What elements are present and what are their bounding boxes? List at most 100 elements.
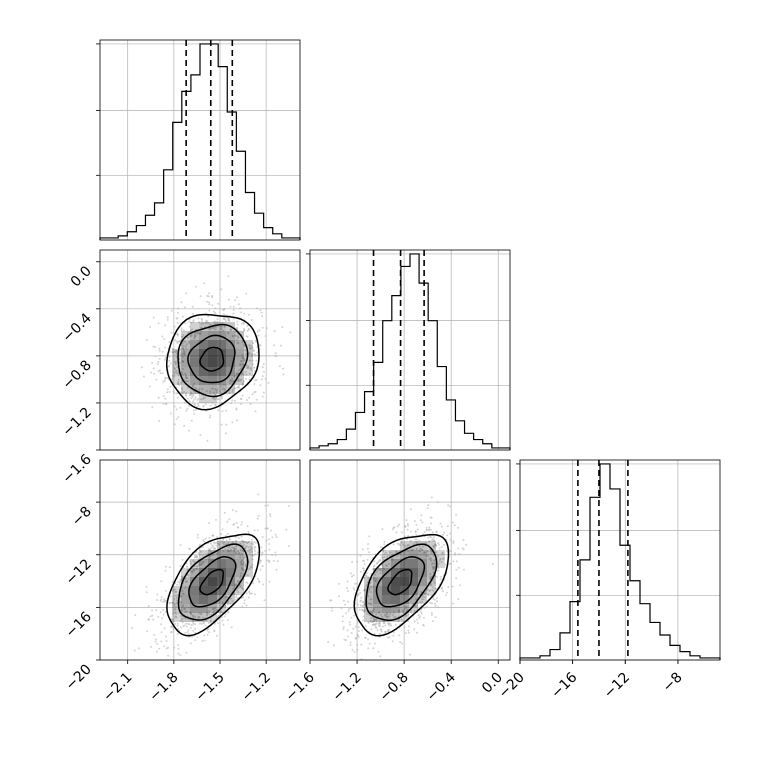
scatter-point [231,541,234,544]
scatter-point [173,646,176,649]
scatter-point [220,610,222,613]
scatter-point [152,618,155,621]
density-cell [217,550,226,559]
scatter-point [437,542,440,545]
scatter-point [163,379,166,382]
scatter-point [235,596,238,599]
scatter-point [375,620,378,623]
scatter-point [262,583,265,586]
scatter-param3-vs-param2 [309,459,511,661]
contour-line [177,323,249,398]
scatter-point [416,604,419,607]
density-cell [172,367,181,376]
scatter-point [465,543,468,546]
scatter-frame [99,249,301,451]
scatter-point [450,540,453,543]
density-cell [427,559,436,568]
scatter-point [181,354,184,357]
scatter-point [184,610,187,613]
scatter-point [248,567,251,570]
scatter-point [413,628,416,631]
scatter-point [207,315,210,318]
scatter-point [191,312,194,315]
scatter-point [234,548,237,550]
scatter-point [352,574,355,577]
scatter-point [390,624,393,627]
scatter-point [427,504,430,507]
scatter-point [244,563,247,566]
scatter-point [402,543,405,546]
scatter-point [341,620,344,623]
scatter-point [404,605,407,608]
density-cell [181,376,190,385]
scatter-point [163,338,166,340]
scatter-point [248,372,251,375]
scatter-point [260,554,263,557]
scatter-point [153,372,156,375]
scatter-point [222,329,225,332]
scatter-point [164,324,167,327]
scatter-point [203,639,206,642]
scatter-point [163,358,166,361]
scatter-point [364,636,367,639]
scatter-point [164,403,167,405]
scatter-point [236,296,238,299]
scatter-point [166,391,169,394]
scatter-point [181,315,184,318]
scatter-point [197,317,200,320]
scatter-point [354,582,357,585]
scatter-point [198,561,201,564]
scatter-point [235,583,238,586]
scatter-point [185,380,188,383]
scatter-point [366,547,369,550]
scatter-point [234,536,237,539]
scatter-point [231,377,234,380]
scatter-point [416,541,418,544]
scatter-point [190,624,193,627]
scatter-point [253,529,256,532]
scatter-point [251,554,254,557]
scatter-point [244,377,247,380]
scatter-point [154,640,157,643]
scatter-point [347,635,350,638]
scatter-point [188,547,191,550]
scatter-point [234,335,237,338]
scatter-point [224,548,227,551]
scatter-point [433,581,436,584]
scatter-point [222,539,225,541]
density-cell [190,586,199,595]
scatter-point [161,372,164,375]
scatter-point [250,367,253,370]
scatter-point [226,548,229,551]
scatter-point [249,347,252,350]
scatter-point [231,399,234,402]
density-cell [172,586,181,595]
scatter-point [372,608,375,610]
scatter-point [232,547,235,550]
scatter-point [221,326,223,328]
scatter-point [174,588,177,591]
scatter-point [174,615,177,618]
scatter-point [172,371,175,374]
scatter-point [175,362,177,365]
scatter-point [266,559,269,562]
scatter-point [246,324,249,327]
scatter-point [239,556,242,559]
scatter-point [429,528,432,531]
scatter-point [244,565,247,567]
scatter-point [208,613,211,616]
scatter-point [433,587,436,590]
scatter-point [167,646,170,649]
scatter-point [428,589,431,592]
scatter-point [182,347,185,350]
scatter-point [246,525,249,528]
scatter-point [171,347,174,350]
scatter-point [457,566,460,569]
scatter-point [240,373,243,376]
scatter-point [197,397,200,400]
scatter-point [197,551,200,554]
density-cell [181,367,190,376]
scatter-point [451,585,454,588]
density-cell [418,595,427,604]
scatter-point [192,622,195,625]
